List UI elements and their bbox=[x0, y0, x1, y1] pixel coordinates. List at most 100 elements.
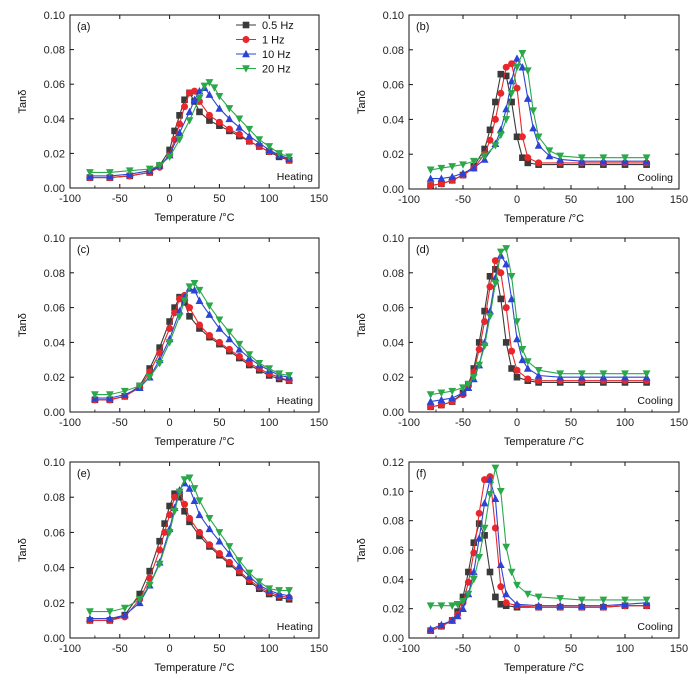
data-point bbox=[175, 136, 184, 144]
legend-label: 0.5 Hz bbox=[262, 20, 294, 32]
y-tick-label: 0.08 bbox=[383, 268, 404, 280]
x-tick-label: 0 bbox=[514, 643, 520, 655]
legend: 0.5 Hz 1 Hz 10 Hz 20 Hz bbox=[236, 20, 294, 76]
data-point bbox=[437, 395, 446, 404]
data-point bbox=[166, 511, 174, 519]
x-tick-label: 50 bbox=[565, 417, 577, 429]
panel-d: -100 -50 0 50 100 150 0.00 0.02 0.04 0.06 0.08 0.10… bbox=[356, 233, 688, 448]
data-point bbox=[459, 388, 467, 397]
data-point bbox=[426, 166, 435, 174]
y-tick-label: 0.10 bbox=[44, 233, 65, 245]
data-point bbox=[556, 595, 565, 603]
data-point bbox=[426, 602, 435, 610]
y-tick-label: 0.00 bbox=[383, 633, 404, 645]
data-point bbox=[534, 371, 543, 379]
panel-tag: (a) bbox=[77, 21, 90, 33]
data-point bbox=[502, 543, 511, 552]
panel-tag: (c) bbox=[77, 244, 90, 256]
data-point bbox=[491, 494, 500, 502]
x-tick-label: 100 bbox=[260, 643, 278, 655]
data-point bbox=[136, 590, 144, 598]
data-point bbox=[125, 167, 134, 175]
y-tick-label: 0.02 bbox=[383, 149, 404, 161]
x-tick-label: 100 bbox=[260, 417, 278, 429]
x-tick-label: -50 bbox=[455, 643, 471, 655]
data-point bbox=[486, 283, 494, 291]
data-point bbox=[577, 601, 586, 610]
data-point bbox=[481, 307, 488, 315]
data-point bbox=[225, 328, 234, 337]
data-point bbox=[235, 557, 244, 565]
data-point bbox=[215, 529, 224, 537]
data-point bbox=[513, 334, 521, 343]
data-point bbox=[195, 510, 204, 519]
data-point bbox=[507, 272, 516, 281]
data-point bbox=[518, 133, 526, 141]
x-axis-title: Temperature /°C bbox=[154, 212, 234, 224]
series-20-hz bbox=[426, 464, 651, 610]
y-tick-label: 0.10 bbox=[44, 457, 65, 469]
data-point bbox=[502, 245, 511, 253]
data-point bbox=[513, 54, 521, 62]
data-point bbox=[195, 497, 204, 505]
x-tick-label: 100 bbox=[616, 194, 634, 206]
data-point bbox=[513, 366, 521, 374]
data-point bbox=[556, 601, 565, 610]
data-point bbox=[225, 125, 233, 133]
y-tick-label: 0.02 bbox=[44, 148, 65, 160]
y-tick-label: 0.02 bbox=[44, 372, 65, 384]
data-point bbox=[437, 164, 446, 173]
data-point bbox=[599, 370, 608, 378]
plot-frame bbox=[69, 237, 320, 413]
y-tick-label: 0.02 bbox=[383, 372, 404, 384]
data-point bbox=[275, 587, 284, 595]
series-line bbox=[94, 287, 290, 399]
data-point bbox=[206, 117, 213, 124]
series-line bbox=[89, 492, 290, 621]
x-tick-label: 0 bbox=[514, 417, 520, 429]
data-point bbox=[105, 391, 114, 399]
data-point bbox=[437, 602, 446, 610]
data-point bbox=[448, 163, 457, 171]
data-point bbox=[171, 309, 179, 317]
data-point bbox=[475, 509, 483, 517]
data-point bbox=[120, 604, 129, 613]
x-tick-label: 150 bbox=[310, 643, 328, 655]
data-point bbox=[481, 532, 488, 539]
data-point bbox=[486, 126, 494, 134]
data-point bbox=[175, 306, 184, 315]
data-point bbox=[181, 507, 188, 515]
x-tick-label: -100 bbox=[59, 193, 81, 205]
data-point bbox=[534, 133, 543, 141]
series-line bbox=[94, 294, 290, 401]
y-tick-label: 0.10 bbox=[383, 10, 404, 22]
series-20-hz bbox=[86, 474, 294, 616]
data-point bbox=[502, 304, 510, 312]
data-point bbox=[513, 133, 521, 141]
data-point bbox=[161, 528, 169, 536]
y-axis-title: Tanδ bbox=[356, 313, 368, 337]
data-point bbox=[171, 127, 178, 135]
data-point bbox=[492, 266, 499, 273]
x-tick-label: 50 bbox=[565, 643, 577, 655]
data-point bbox=[180, 297, 189, 305]
data-point bbox=[513, 63, 521, 72]
data-point bbox=[186, 514, 194, 522]
y-tick-label: 0.06 bbox=[44, 527, 65, 539]
data-point bbox=[225, 345, 233, 353]
data-point bbox=[215, 316, 224, 324]
data-point bbox=[196, 108, 203, 116]
data-point bbox=[492, 98, 499, 106]
data-point bbox=[156, 537, 163, 545]
series-line bbox=[89, 490, 290, 621]
y-tick-label: 0.00 bbox=[44, 633, 65, 645]
panel-b: -100 -50 0 50 100 150 0.00 0.02 0.04 0.06 0.08 0.10… bbox=[356, 10, 688, 225]
data-point bbox=[171, 490, 178, 497]
series-0-5-hz bbox=[86, 490, 293, 624]
series-line bbox=[430, 522, 647, 632]
data-point bbox=[155, 560, 164, 569]
data-point bbox=[265, 585, 274, 593]
data-point bbox=[161, 520, 168, 527]
x-tick-label: 0 bbox=[167, 193, 173, 205]
data-point bbox=[497, 70, 505, 78]
